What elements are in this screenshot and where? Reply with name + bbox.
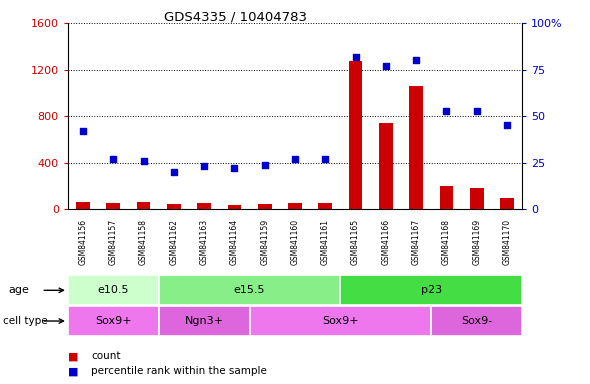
Point [472,108,481,114]
Bar [159,306,250,336]
Text: count: count [91,351,121,361]
Text: Sox9+: Sox9+ [95,316,132,326]
Text: ■: ■ [68,351,78,361]
Bar [288,204,302,209]
Point [260,162,270,168]
Point [442,108,451,114]
Text: percentile rank within the sample: percentile rank within the sample [91,366,267,376]
Point [502,122,512,129]
Text: GSM841166: GSM841166 [381,219,391,265]
Bar [167,204,181,209]
Bar [258,204,271,209]
Text: Sox9-: Sox9- [461,316,492,326]
Text: e10.5: e10.5 [97,285,129,295]
Point [351,53,360,60]
Bar [106,203,120,209]
Point [320,156,330,162]
Bar [500,198,514,209]
Text: Sox9+: Sox9+ [322,316,359,326]
Bar [197,204,211,209]
Text: ■: ■ [68,366,78,376]
Point [411,57,421,63]
Text: p23: p23 [421,285,442,295]
Point [78,128,88,134]
Bar [159,275,340,305]
Text: GSM841162: GSM841162 [169,219,178,265]
Text: GSM841159: GSM841159 [260,219,269,265]
Bar [68,306,159,336]
Point [199,163,209,169]
Bar [440,186,453,209]
Text: cell type: cell type [3,316,48,326]
Bar [319,203,332,209]
Text: GSM841170: GSM841170 [503,219,512,265]
Text: GSM841158: GSM841158 [139,219,148,265]
Text: GDS4335 / 10404783: GDS4335 / 10404783 [165,11,307,24]
Point [230,165,239,171]
Bar [409,86,423,209]
Point [169,169,179,175]
Text: GSM841168: GSM841168 [442,219,451,265]
Text: GSM841169: GSM841169 [472,219,481,265]
Text: GSM841157: GSM841157 [109,219,118,265]
Bar [68,275,159,305]
Bar [340,275,522,305]
Text: GSM841156: GSM841156 [78,219,87,265]
Point [109,156,118,162]
Text: GSM841161: GSM841161 [321,219,330,265]
Bar [431,306,522,336]
Bar [379,123,393,209]
Bar [137,202,150,209]
Point [381,63,391,69]
Text: GSM841164: GSM841164 [230,219,239,265]
Text: GSM841160: GSM841160 [290,219,300,265]
Point [139,158,148,164]
Bar [349,61,362,209]
Text: GSM841165: GSM841165 [351,219,360,265]
Bar [250,306,431,336]
Text: GSM841167: GSM841167 [412,219,421,265]
Bar [76,202,90,209]
Text: e15.5: e15.5 [234,285,266,295]
Text: Ngn3+: Ngn3+ [185,316,224,326]
Bar [470,188,484,209]
Text: age: age [9,285,30,295]
Bar [228,205,241,209]
Text: GSM841163: GSM841163 [199,219,209,265]
Point [290,156,300,162]
